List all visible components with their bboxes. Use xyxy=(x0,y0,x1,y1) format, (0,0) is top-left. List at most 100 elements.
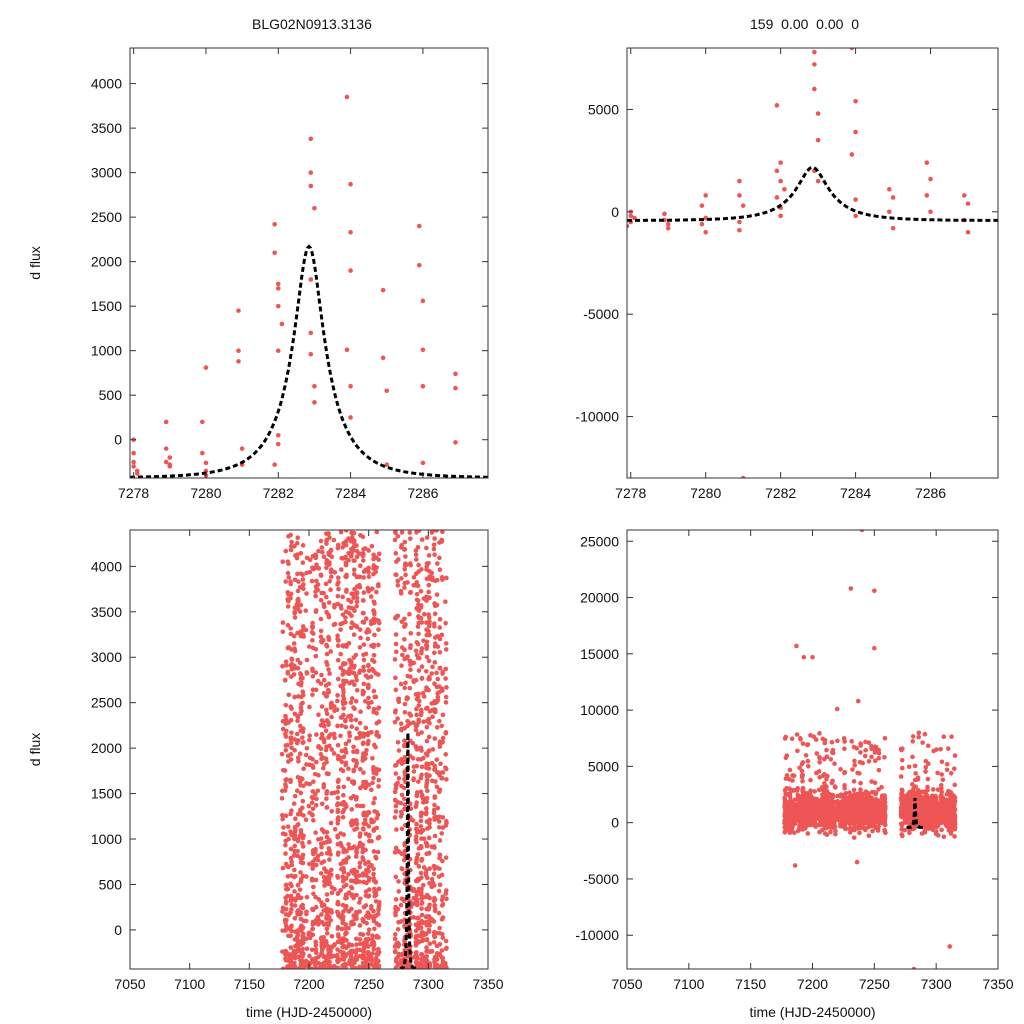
data-point xyxy=(291,641,297,646)
data-point xyxy=(354,748,360,754)
data-point xyxy=(291,867,297,873)
data-point xyxy=(371,652,377,658)
model-curve-bottom_left xyxy=(399,732,418,969)
data-point xyxy=(419,764,425,770)
data-point xyxy=(424,639,430,645)
data-point xyxy=(298,550,304,556)
data-point xyxy=(357,923,363,928)
data-point xyxy=(426,766,432,771)
data-point xyxy=(239,446,245,451)
data-point xyxy=(703,229,708,235)
data-point xyxy=(418,925,424,930)
data-point xyxy=(938,782,944,788)
data-point xyxy=(408,713,414,718)
data-point xyxy=(285,874,291,879)
data-point xyxy=(313,846,318,852)
data-point xyxy=(358,731,363,736)
data-point xyxy=(376,551,382,557)
data-point xyxy=(304,909,309,915)
data-point xyxy=(346,776,351,782)
data-point xyxy=(301,582,306,587)
data-point xyxy=(275,441,281,447)
data-point xyxy=(427,773,432,778)
data-point xyxy=(830,778,835,784)
data-point xyxy=(798,736,803,742)
data-point xyxy=(310,624,316,630)
data-point xyxy=(426,589,431,595)
data-point xyxy=(288,704,294,710)
data-point xyxy=(427,821,432,826)
data-point xyxy=(315,857,321,863)
data-point xyxy=(427,720,432,726)
data-point xyxy=(431,621,437,627)
data-point xyxy=(328,820,334,826)
data-point xyxy=(393,874,399,880)
data-point xyxy=(288,893,294,899)
data-point xyxy=(292,663,297,669)
data-point xyxy=(366,695,371,701)
data-point xyxy=(310,932,316,938)
data-point xyxy=(289,656,295,662)
data-point xyxy=(398,681,404,687)
data-point xyxy=(916,734,922,740)
y-tick-label: 1500 xyxy=(91,786,122,802)
data-point xyxy=(376,886,382,892)
data-point xyxy=(318,634,324,640)
data-point xyxy=(347,730,352,736)
data-point xyxy=(835,811,840,817)
data-point xyxy=(396,696,402,702)
data-point xyxy=(370,780,375,786)
data-point xyxy=(393,845,399,851)
data-point xyxy=(327,857,332,862)
data-point xyxy=(288,532,293,538)
data-point xyxy=(899,832,904,837)
y-tick-label: 2500 xyxy=(91,695,122,711)
data-point xyxy=(426,560,431,566)
data-point xyxy=(925,787,930,793)
data-point xyxy=(920,740,925,745)
data-point xyxy=(361,668,367,673)
data-point xyxy=(852,758,857,764)
data-point xyxy=(794,732,800,737)
data-point xyxy=(415,598,421,604)
data-point xyxy=(283,906,289,912)
y-axis-title-bottom_left: d flux xyxy=(27,733,43,766)
data-point xyxy=(407,611,412,617)
data-point xyxy=(323,756,329,762)
data-point xyxy=(432,536,437,541)
data-point xyxy=(294,788,300,794)
data-point xyxy=(310,866,315,871)
data-point xyxy=(283,901,289,906)
data-point xyxy=(847,790,852,796)
data-point xyxy=(328,949,333,954)
data-point xyxy=(824,832,830,838)
data-point xyxy=(357,873,362,878)
data-point xyxy=(371,939,376,945)
y-tick-label: 2000 xyxy=(91,740,122,756)
data-point xyxy=(404,655,410,661)
data-point xyxy=(812,62,817,67)
data-point xyxy=(434,602,440,608)
data-point xyxy=(300,700,305,706)
data-point xyxy=(824,747,829,753)
data-point xyxy=(335,643,341,649)
data-point xyxy=(366,574,372,580)
data-point xyxy=(906,764,912,770)
data-point xyxy=(376,705,382,711)
data-point xyxy=(366,782,372,788)
data-point xyxy=(376,557,381,563)
data-point xyxy=(283,832,288,837)
data-point xyxy=(357,574,363,580)
data-point xyxy=(329,908,334,913)
x-tick-label: 7250 xyxy=(859,976,890,992)
data-point xyxy=(295,882,301,888)
data-point xyxy=(437,925,442,931)
data-point xyxy=(833,828,838,834)
data-point xyxy=(280,865,286,871)
data-point xyxy=(361,551,366,557)
data-point xyxy=(363,751,369,757)
data-point xyxy=(300,675,305,681)
data-point xyxy=(292,954,297,959)
data-point xyxy=(876,747,881,753)
data-point xyxy=(939,772,945,777)
